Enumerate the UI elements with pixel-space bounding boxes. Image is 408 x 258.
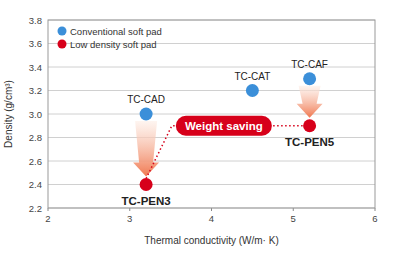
y-tick-label: 3.8 (29, 15, 42, 26)
legend-marker (58, 27, 67, 36)
reduction-arrow (133, 121, 159, 177)
x-tick-label: 5 (291, 213, 296, 224)
legend-label: Low density soft pad (70, 39, 157, 50)
x-tick-label: 6 (372, 213, 377, 224)
point (303, 119, 316, 132)
annotation: Weight saving (185, 120, 263, 132)
y-tick-label: 3.6 (29, 38, 42, 49)
y-tick-label: 2.8 (29, 132, 42, 143)
point (246, 84, 259, 97)
point (140, 178, 153, 191)
x-tick-label: 3 (127, 213, 132, 224)
y-tick-label: 3.0 (29, 109, 42, 120)
grid-line (48, 184, 375, 185)
grid-line (48, 114, 375, 115)
y-axis-title: Density (g/cm³) (3, 80, 14, 148)
chart: 2.2 2.4 2.6 2.8 3.0 3.2 3.4 3.6 3.8 2 3 4 5 6 Thermal … (0, 0, 408, 258)
points (140, 72, 317, 191)
reduction-arrow (297, 86, 323, 118)
point-label: TC-CAT (234, 71, 270, 82)
grid-line (48, 90, 375, 91)
x-tick-label: 2 (45, 213, 50, 224)
point-label: TC-PEN5 (285, 136, 335, 148)
y-tick-label: 2.6 (29, 156, 42, 167)
plot-frame (48, 20, 375, 208)
point-label: TC-PEN3 (121, 195, 170, 207)
legend-label: Conventional soft pad (70, 26, 162, 37)
y-tick-label: 3.2 (29, 85, 42, 96)
point (303, 72, 316, 85)
y-tick-label: 2.4 (29, 179, 42, 190)
grid-line (48, 161, 375, 162)
legend-marker (58, 40, 67, 49)
x-axis-title: Thermal conductivity (W/m· K) (144, 235, 278, 246)
y-tick-label: 2.2 (29, 203, 42, 214)
point-label: TC-CAD (127, 94, 165, 105)
point (140, 108, 153, 121)
annotation-box (176, 116, 272, 136)
point-label: TC-CAF (291, 59, 328, 70)
x-tick-label: 4 (209, 213, 214, 224)
y-tick-label: 3.4 (29, 62, 42, 73)
